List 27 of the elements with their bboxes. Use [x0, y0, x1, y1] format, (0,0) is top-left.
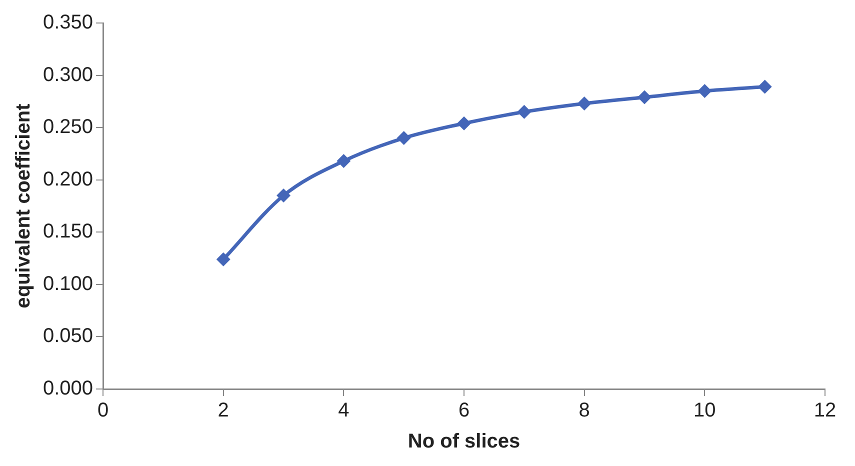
y-tick-label: 0.250 — [42, 116, 94, 138]
point — [638, 90, 652, 104]
point — [276, 188, 291, 203]
y-tick-label: 0.200 — [42, 168, 94, 190]
y-tick-label: 0.050 — [42, 325, 94, 348]
x-tick-label: 0 — [97, 400, 109, 422]
y-tick-label: 0.000 — [42, 378, 94, 400]
point — [517, 104, 532, 119]
x-tick-label: 12 — [814, 400, 836, 422]
x-axis-title: No of slices — [408, 430, 520, 453]
point — [457, 116, 472, 130]
point — [758, 80, 772, 94]
x-tick-label: 8 — [578, 400, 590, 422]
point — [336, 154, 351, 168]
y-tick-label: 0.150 — [42, 220, 94, 243]
point — [698, 84, 712, 98]
y-tick-label: 0.100 — [42, 272, 94, 295]
point — [577, 96, 592, 111]
point — [396, 131, 411, 146]
y-axis-title: equivalent coefficient — [12, 103, 35, 308]
x-tick-label: 6 — [458, 400, 470, 422]
y-tick-label: 0.350 — [42, 12, 94, 34]
x-tick-label: 10 — [694, 400, 716, 422]
x-tick-label: 4 — [338, 400, 350, 422]
point — [216, 252, 230, 266]
y-tick-label: 0.300 — [42, 64, 94, 86]
x-tick-label: 2 — [218, 400, 229, 422]
